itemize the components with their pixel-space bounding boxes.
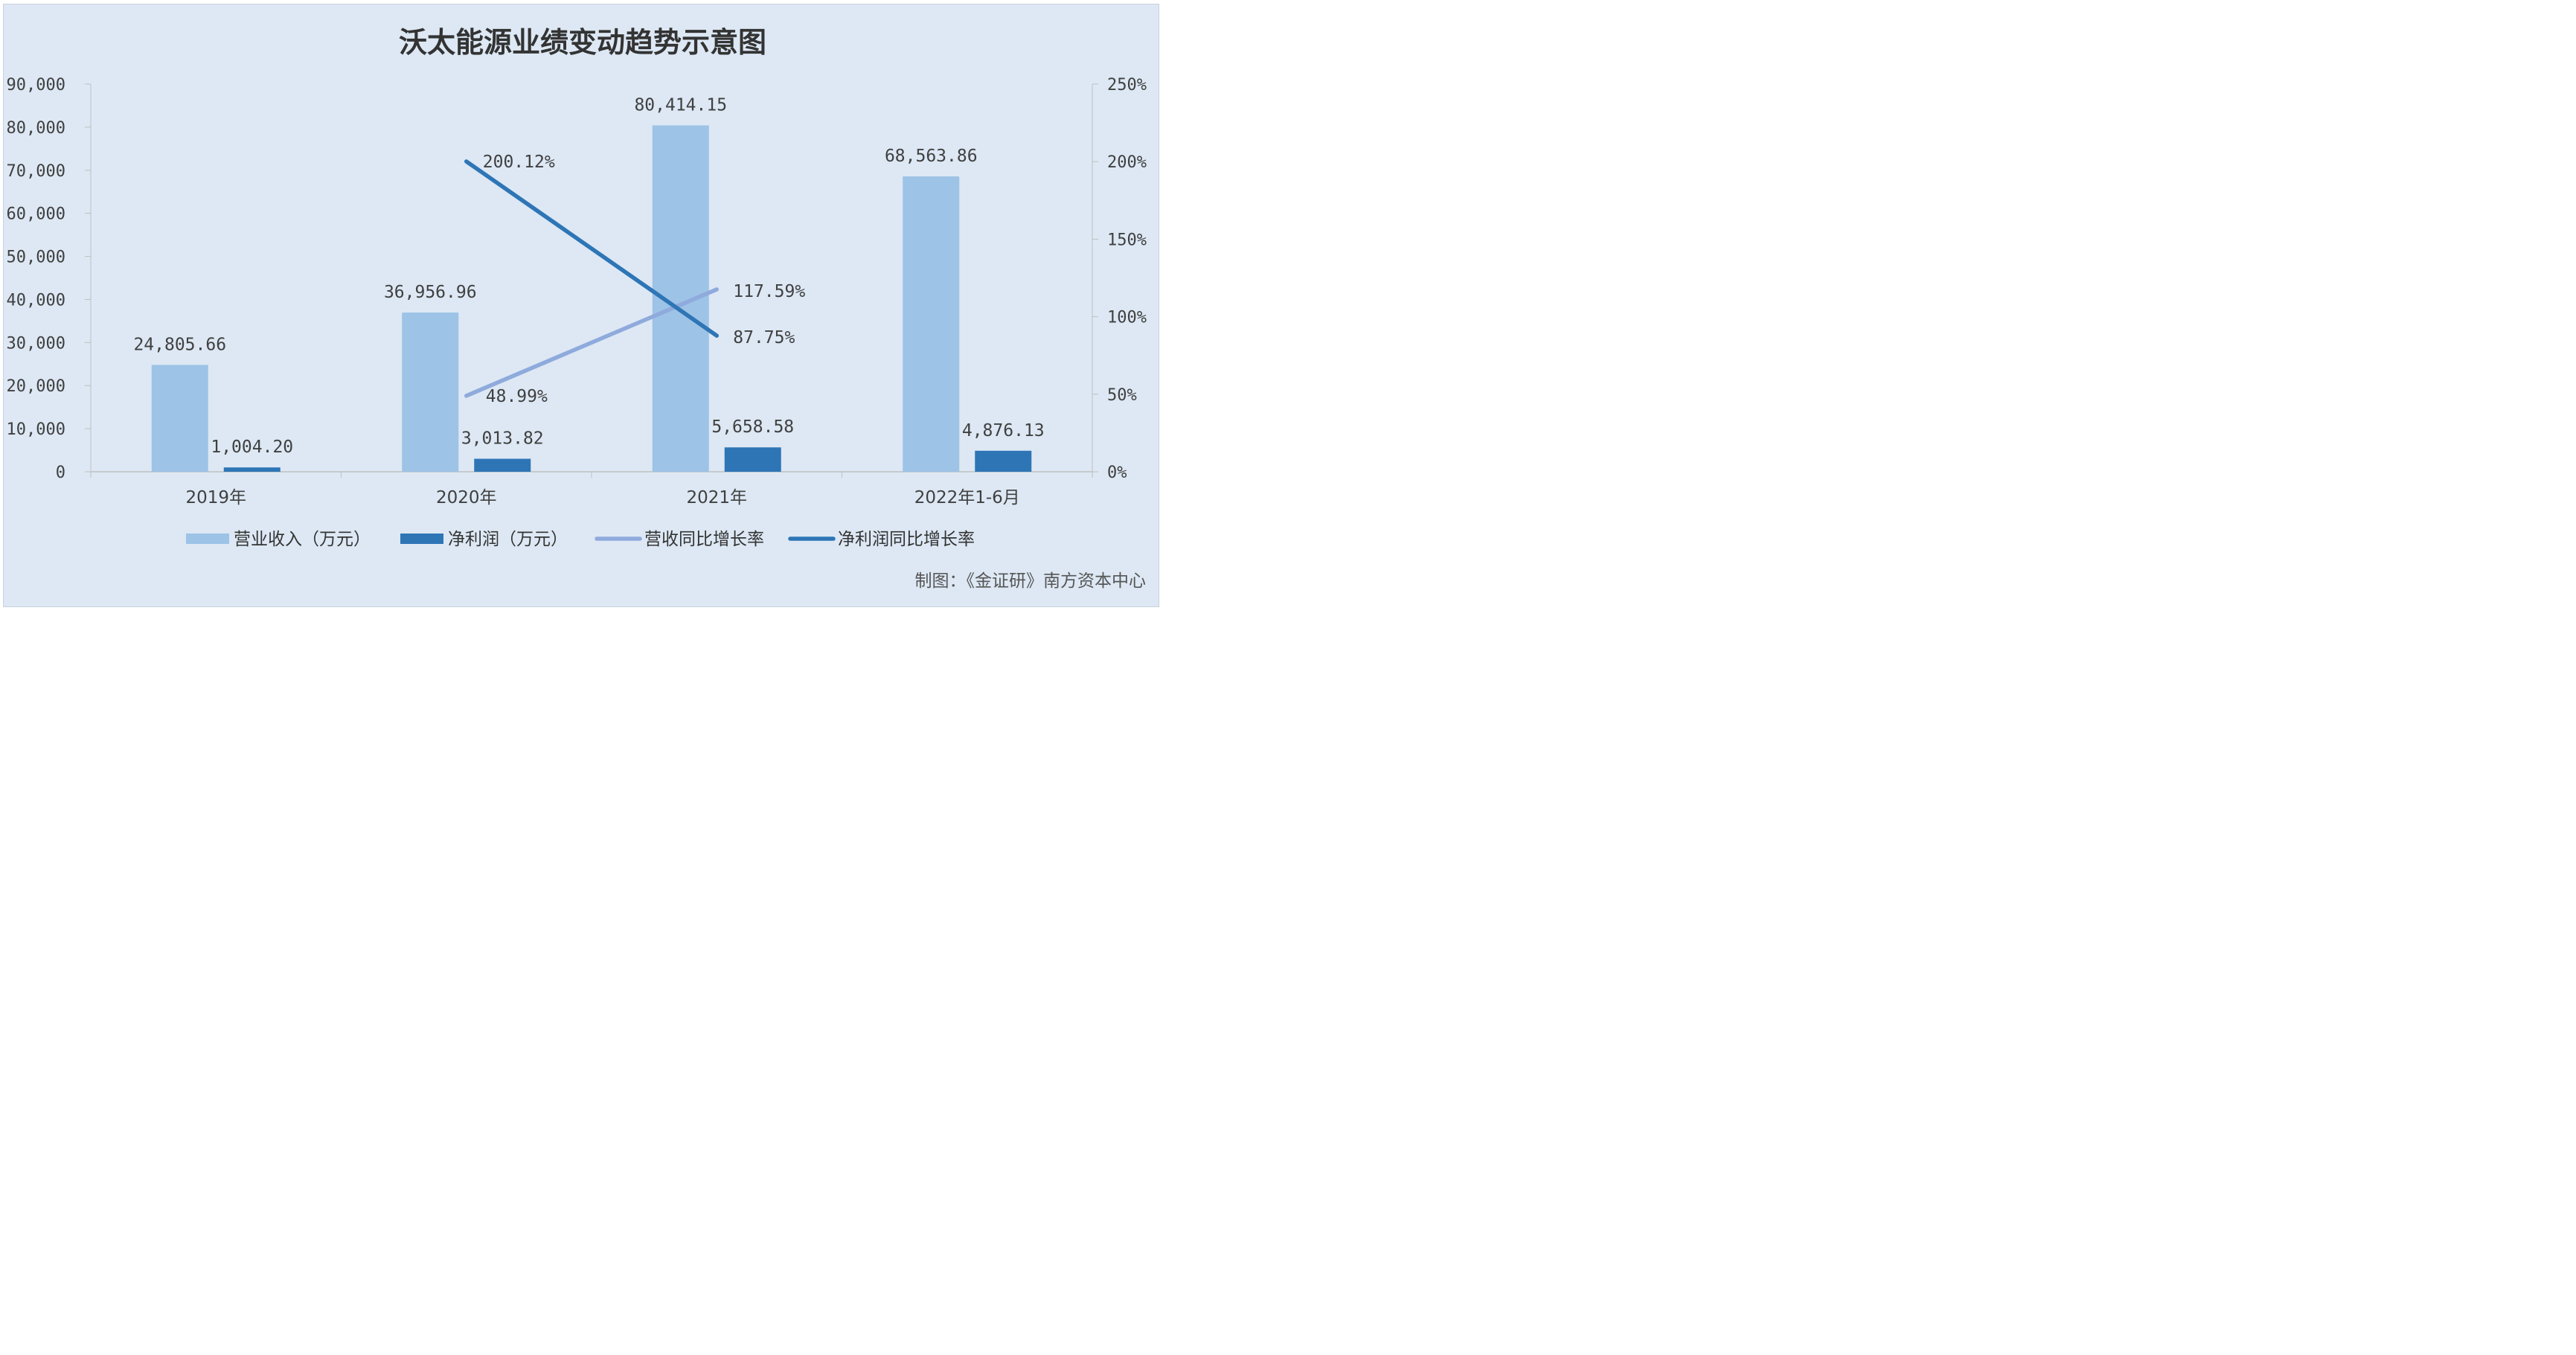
bar-net-profit (223, 467, 281, 472)
left-tick-label: 50,000 (7, 249, 65, 267)
left-tick-label: 80,000 (7, 119, 65, 138)
right-tick-label: 100% (1107, 309, 1147, 327)
line-data-label: 87.75% (733, 328, 795, 347)
x-tick-label: 2020年 (436, 488, 497, 507)
line-data-label: 117.59% (733, 282, 805, 301)
x-tick-label: 2019年 (185, 488, 246, 507)
bar-data-label: 4,876.13 (962, 421, 1045, 441)
chart-credit: 制图：《金证研》南方资本中心 (915, 571, 1147, 591)
data-labels: 24,805.66 36,956.96 80,414.15 68,563.86 1,00… (133, 95, 1044, 457)
lines (464, 159, 719, 398)
legend-swatch-bar (400, 534, 443, 544)
bar-data-label: 24,805.66 (133, 335, 226, 354)
right-tick-label: 0% (1107, 464, 1127, 482)
bar-net-profit (724, 447, 781, 472)
bars (151, 125, 1032, 472)
axes: 0 10,000 20,000 30,000 40,000 50,000 60,000 70,… (7, 76, 1147, 507)
legend-label: 净利润（万元） (448, 530, 568, 549)
x-tick-label: 2021年 (686, 488, 747, 507)
x-tick-label: 2022年1-6月 (914, 488, 1020, 507)
bar-net-profit (474, 458, 531, 472)
right-tick-label: 50% (1107, 386, 1137, 405)
bar-data-label: 36,956.96 (384, 283, 477, 302)
bar-data-label: 5,658.58 (711, 417, 794, 437)
chart-title: 沃太能源业绩变动趋势示意图 (399, 25, 766, 59)
legend-label: 营业收入（万元） (234, 530, 371, 549)
bar-revenue (903, 176, 960, 472)
left-tick-label: 30,000 (7, 334, 65, 353)
right-tick-label: 200% (1107, 153, 1147, 172)
bar-data-label: 68,563.86 (885, 147, 978, 166)
left-tick-label: 0 (56, 464, 65, 482)
left-tick-label: 60,000 (7, 205, 65, 224)
bar-net-profit (975, 450, 1032, 472)
legend: 营业收入（万元） 净利润（万元） 营收同比增长率 净利润同比增长率 (186, 530, 975, 549)
bar-data-label: 3,013.82 (461, 429, 544, 449)
right-tick-label: 150% (1107, 231, 1147, 249)
net-profit-growth-line (464, 159, 719, 338)
performance-chart: 沃太能源业绩变动趋势示意图 0 10,000 20,000 30,000 40,000 5… (7, 25, 1147, 591)
legend-label: 营收同比增长率 (644, 530, 764, 549)
bar-revenue (402, 313, 459, 472)
line-data-label: 48.99% (486, 387, 548, 406)
line-data-label: 200.12% (483, 153, 555, 172)
right-tick-label: 250% (1107, 76, 1147, 95)
bar-data-label: 80,414.15 (634, 95, 727, 115)
left-tick-label: 20,000 (7, 377, 65, 396)
left-tick-label: 40,000 (7, 291, 65, 310)
legend-swatch-bar (186, 534, 229, 544)
bar-revenue (151, 365, 208, 472)
chart-frame (3, 4, 1159, 607)
left-tick-label: 90,000 (7, 76, 65, 95)
left-tick-label: 70,000 (7, 162, 65, 181)
bar-data-label: 1,004.20 (211, 438, 293, 457)
legend-label: 净利润同比增长率 (838, 530, 975, 549)
left-tick-label: 10,000 (7, 420, 65, 439)
